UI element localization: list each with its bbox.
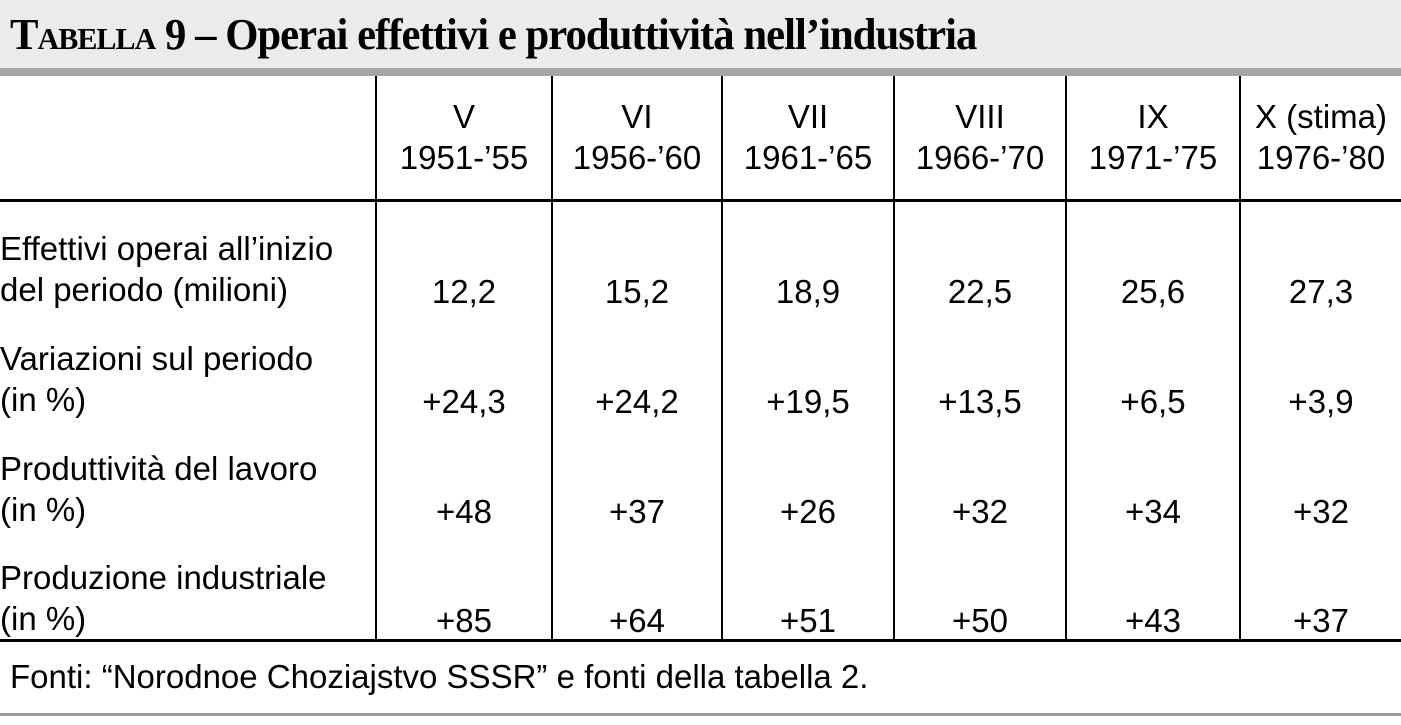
value-cell: +19,5 <box>721 310 894 420</box>
row-label-line1: Produzione industriale <box>0 558 327 596</box>
value-cell: +3,9 <box>1239 310 1401 420</box>
value-cell: +37 <box>551 420 722 530</box>
header-cell-plan-x: X (stima) 1976-’80 <box>1239 76 1401 202</box>
plan-years: 1951-’55 <box>399 139 529 177</box>
plan-years: 1956-’60 <box>572 139 702 177</box>
value-cell: +37 <box>1239 530 1401 640</box>
plan-number: IX <box>1137 98 1169 136</box>
row-label-line2: (in %) <box>0 491 87 528</box>
value-cell: 27,3 <box>1239 200 1401 310</box>
header-cell-plan-vii: VII 1961-’65 <box>721 76 894 202</box>
value-cell: +51 <box>721 530 894 640</box>
plan-years: 1966-’70 <box>915 139 1045 177</box>
plan-years: 1971-’75 <box>1088 139 1218 177</box>
source-note: Fonti: “Norodnoe Choziajstvo SSSR” e fon… <box>10 658 869 695</box>
table-row-produzione: Produzione industriale (in %) +85 +64 +5… <box>0 530 1401 640</box>
table-row-produttivita: Produttività del lavoro (in %) +48 +37 +… <box>0 420 1401 530</box>
row-label-line1: Effettivi operai all’inizio <box>0 230 334 267</box>
header-cell-plan-vi: VI 1956-’60 <box>551 76 722 202</box>
value-cell: +43 <box>1065 530 1240 640</box>
row-label-line1: Produttività del lavoro <box>0 450 318 487</box>
row-label: Effettivi operai all’inizio del periodo … <box>0 200 376 310</box>
value-cell: +24,3 <box>375 310 552 420</box>
page-title: Tabella 9 – Operai effettivi e produttiv… <box>10 9 977 60</box>
title-band: Tabella 9 – Operai effettivi e produttiv… <box>0 0 1401 68</box>
title-prefix: Tabella <box>10 9 156 59</box>
bottom-rule <box>0 713 1401 716</box>
value-cell: 15,2 <box>551 200 722 310</box>
plan-number: VI <box>621 98 653 136</box>
value-cell: +26 <box>721 420 894 530</box>
header-row: V 1951-’55 VI 1956-’60 VII 1961-’65 VIII… <box>0 76 1401 202</box>
row-label: Produttività del lavoro (in %) <box>0 420 376 530</box>
header-cell-plan-v: V 1951-’55 <box>375 76 552 202</box>
value-cell: +50 <box>893 530 1066 640</box>
data-table: V 1951-’55 VI 1956-’60 VII 1961-’65 VIII… <box>0 76 1401 642</box>
row-label-line1: Variazioni sul periodo <box>0 340 314 377</box>
header-cell-plan-ix: IX 1971-’75 <box>1065 76 1240 202</box>
plan-years: 1961-’65 <box>743 139 873 177</box>
header-cell-empty <box>0 76 376 202</box>
value-cell: +32 <box>893 420 1066 530</box>
row-label-line2: (in %) <box>0 599 87 637</box>
value-cell: 25,6 <box>1065 200 1240 310</box>
plan-number: V <box>452 98 475 136</box>
header-cell-plan-viii: VIII 1966-’70 <box>893 76 1066 202</box>
title-underline-rule <box>0 68 1401 76</box>
value-cell: +64 <box>551 530 722 640</box>
row-label: Variazioni sul periodo (in %) <box>0 310 376 420</box>
value-cell: +34 <box>1065 420 1240 530</box>
value-cell: +85 <box>375 530 552 640</box>
table-row-variazioni: Variazioni sul periodo (in %) +24,3 +24,… <box>0 310 1401 420</box>
value-cell: +6,5 <box>1065 310 1240 420</box>
plan-number: VIII <box>955 98 1005 136</box>
value-cell: +13,5 <box>893 310 1066 420</box>
plan-number: VII <box>787 98 829 136</box>
plan-years: 1976-’80 <box>1256 139 1386 177</box>
value-cell: +32 <box>1239 420 1401 530</box>
title-text: 9 – Operai effettivi e produttività nell… <box>165 9 977 59</box>
table-row-effettivi: Effettivi operai all’inizio del periodo … <box>0 200 1401 310</box>
value-cell: 22,5 <box>893 200 1066 310</box>
row-label-line2: (in %) <box>0 381 87 418</box>
value-cell: 12,2 <box>375 200 552 310</box>
value-cell: +24,2 <box>551 310 722 420</box>
row-label: Produzione industriale (in %) <box>0 530 376 640</box>
value-cell: +48 <box>375 420 552 530</box>
value-cell: 18,9 <box>721 200 894 310</box>
row-label-line2: del periodo (milioni) <box>0 271 288 308</box>
plan-number: X (stima) <box>1255 98 1387 136</box>
